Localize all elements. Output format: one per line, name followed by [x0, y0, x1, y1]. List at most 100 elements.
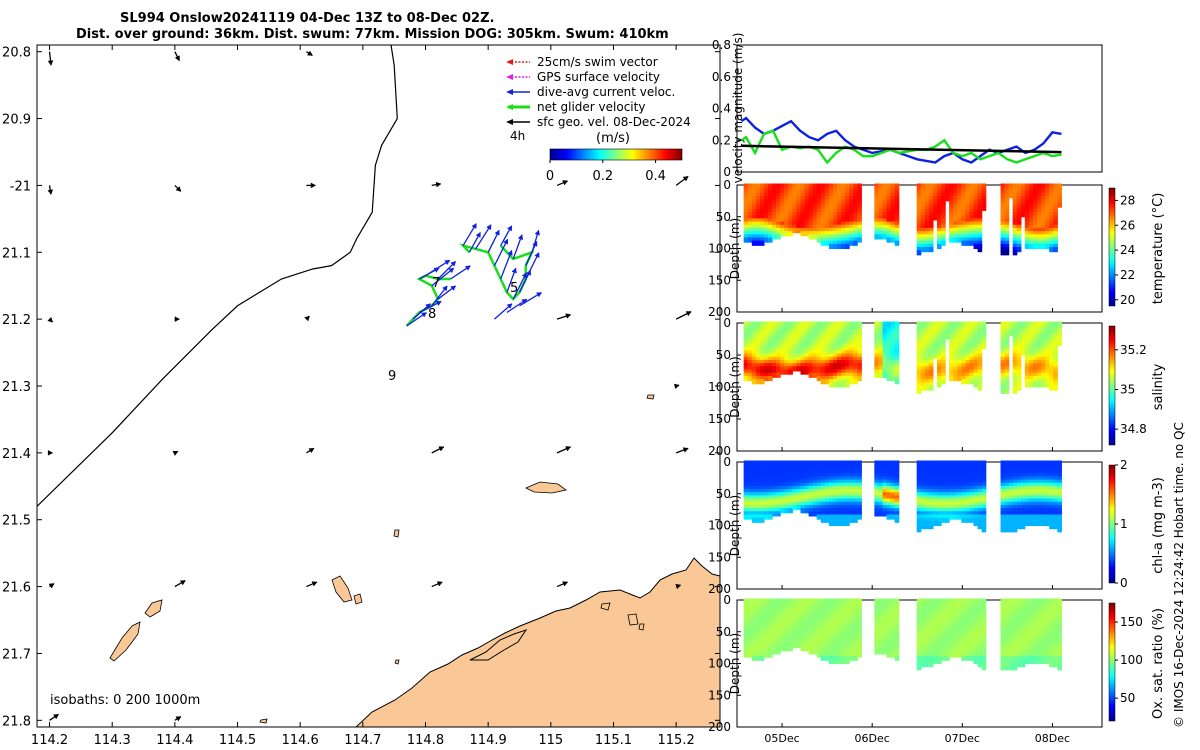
current-vector-5	[306, 182, 316, 189]
dive-avg-vector-13	[487, 229, 500, 253]
map-y-tick-6: 21.4	[2, 447, 31, 462]
profile-0-ylabel: Depth (m)	[728, 218, 742, 279]
dive-avg-vector-2	[418, 300, 442, 314]
current-vector-28	[174, 716, 182, 722]
map-y-tick-1: 20.9	[2, 113, 31, 128]
profile-0-cbar-tick-3: 26	[1120, 218, 1135, 232]
legend-label-4: sfc geo. vel. 08-Dec-2024	[537, 115, 691, 129]
legend-item-2: dive-avg current veloc.	[506, 85, 675, 99]
profile-1-cbar-tick-2: 35.2	[1120, 343, 1147, 357]
current-vector-22	[174, 580, 186, 588]
current-vector-16	[172, 450, 179, 456]
profile-x-tick-2: 07Dec	[945, 732, 980, 745]
map-y-tick-9: 21.7	[2, 647, 31, 662]
profile-2-ylabel: Depth (m)	[728, 495, 742, 556]
current-vector-3	[47, 185, 54, 195]
map-y-tick-7: 21.5	[2, 514, 31, 529]
profile-0-cbar-tick-2: 24	[1120, 243, 1135, 257]
profile-2-y-tick-1: 50	[716, 487, 731, 501]
island-small-4	[259, 718, 268, 724]
track-label-8: 8	[428, 307, 436, 322]
profile-1-y-tick-2: 100	[708, 380, 731, 394]
figure-title-line2: Dist. over ground: 36km. Dist. swum: 77k…	[76, 27, 669, 42]
velocity-y-tick-3: 0.6	[712, 70, 731, 84]
map-x-tick-7: 114.9	[470, 733, 507, 748]
profile-3-ylabel: Depth (m)	[728, 633, 742, 694]
legend-label-0: 25cm/s swim vector	[537, 55, 658, 69]
legend-item-1: GPS surface velocity	[506, 70, 660, 84]
map-y-tick-3: 21.1	[2, 246, 31, 261]
current-vector-7	[556, 180, 569, 187]
profile-0-colorbar	[1108, 187, 1116, 307]
mainland	[355, 557, 720, 727]
current-vector-27	[49, 713, 59, 721]
island-small-1	[393, 529, 400, 538]
profile-3-colorbar	[1108, 602, 1116, 722]
map-y-tick-2: -21	[10, 179, 31, 194]
current-vector-25	[556, 581, 569, 588]
map-inner	[37, 45, 720, 727]
dive-avg-vector-8	[437, 260, 457, 280]
profile-1-y-tick-3: 150	[708, 412, 731, 426]
track-label-7: 7	[432, 276, 440, 291]
isobaths-label: isobaths: 0 200 1000m	[50, 693, 200, 708]
map-x-tick-5: 114.7	[344, 733, 381, 748]
island-small-7	[638, 623, 645, 631]
map-y-tick-5: 21.3	[2, 380, 31, 395]
legend-label-2: dive-avg current veloc.	[537, 85, 675, 99]
profile-2-y-tick-3: 150	[708, 550, 731, 564]
profile-0-cbar-tick-4: 28	[1120, 193, 1135, 207]
current-vector-4	[174, 184, 182, 192]
isobath-200m	[37, 45, 398, 507]
profile-cells-1	[743, 321, 1062, 394]
island-small-3	[394, 659, 400, 665]
profile-1-y-tick-1: 50	[716, 348, 731, 362]
current-vector-1	[174, 51, 180, 62]
dive-avg-vector-12	[475, 224, 492, 250]
island-small-6	[627, 613, 639, 626]
colorbar-tick-1: 0.2	[592, 169, 613, 184]
legend-label-3: net glider velocity	[537, 100, 645, 114]
profile-0-cbar-label: temperature (°C)	[1151, 193, 1166, 305]
profile-3-y-tick-2: 100	[708, 657, 731, 671]
island-large	[525, 481, 567, 494]
velocity-y-tick-0: 0	[723, 165, 731, 179]
velocity-ylabel: velocity magnitude (m/s)	[731, 33, 745, 184]
time-label: 4h	[510, 129, 525, 143]
map-x-tick-9: 115.1	[595, 733, 632, 748]
velocity-y-tick-1: 0.2	[712, 133, 731, 147]
dive-avg-vector-22	[512, 234, 524, 260]
map-x-tick-10: 115.2	[658, 733, 695, 748]
profile-3-cbar-tick-0: 50	[1120, 691, 1135, 705]
profile-3-cbar-tick-1: 100	[1120, 653, 1143, 667]
figure-title-line1: SL994 Onslow20241119 04-Dec 13Z to 08-De…	[120, 11, 495, 26]
dive-avg-vector-26	[519, 292, 542, 307]
current-vector-10	[174, 316, 180, 322]
current-vector-0	[47, 51, 54, 66]
net-glider-track-east	[459, 243, 535, 301]
velocity-panel: 0 0.2 0.4 0.6 0.8 velocity magnitude (m/s)	[712, 33, 1103, 184]
track-label-5: 5	[510, 281, 518, 296]
profile-1-cbar-label: salinity	[1151, 363, 1166, 410]
profile-3-cbar-tick-2: 150	[1120, 615, 1143, 629]
current-vector-23	[306, 581, 318, 588]
profile-2-y-tick-4: 200	[708, 582, 731, 596]
profile-3-y-tick-1: 50	[716, 625, 731, 639]
coastal-inlet	[469, 629, 528, 661]
dive-avg-vector-16	[506, 267, 517, 293]
dive-avg-vector-7	[425, 259, 451, 277]
profile-0-y-tick-1: 50	[716, 210, 731, 224]
dive-avg-vector-3	[431, 285, 448, 307]
map-y-tick-8: 21.6	[2, 581, 31, 596]
current-vector-21	[48, 583, 55, 589]
island-small-2	[646, 394, 655, 400]
profile-3-y-tick-0: 0	[723, 593, 731, 607]
current-vector-6	[431, 181, 442, 188]
map-x-tick-3: 114.5	[219, 733, 256, 748]
profile-x-tick-0: 05Dec	[764, 732, 799, 745]
dive-avg-vector-4	[437, 285, 457, 300]
profile-2-y-tick-0: 0	[723, 455, 731, 469]
map-x-tick-2: 114.4	[156, 733, 193, 748]
